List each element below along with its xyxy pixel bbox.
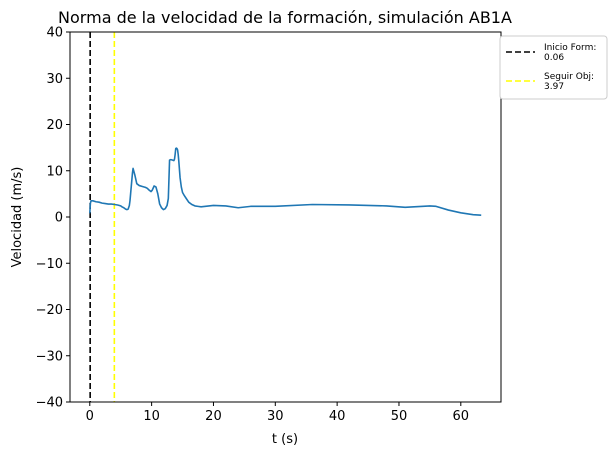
y-tick-label: −10 xyxy=(36,257,63,272)
x-tick-label: 40 xyxy=(329,409,346,424)
legend: Inicio Form: 0.06 Seguir Obj: 3.97 xyxy=(499,35,608,100)
y-tick-label: 20 xyxy=(46,118,63,133)
y-tick-label: −20 xyxy=(36,303,63,318)
y-tick-label: 10 xyxy=(46,164,63,179)
x-tick-label: 10 xyxy=(143,409,160,424)
y-tick-label: −30 xyxy=(36,349,63,364)
x-tick-label: 20 xyxy=(205,409,222,424)
plot-frame xyxy=(69,31,502,403)
x-tick-label: 60 xyxy=(453,409,470,424)
y-axis-label: Velocidad (m/s) xyxy=(10,167,25,268)
chart-title: Norma de la velocidad de la formación, s… xyxy=(58,8,512,27)
y-tick-label: −40 xyxy=(36,396,63,411)
y-tick-label: 40 xyxy=(46,26,63,41)
y-tick-label: 0 xyxy=(55,211,63,226)
y-tick-label: 30 xyxy=(46,72,63,87)
x-tick-label: 0 xyxy=(86,409,94,424)
legend-label: Seguir Obj: 3.97 xyxy=(544,72,594,92)
plot-area xyxy=(69,31,502,403)
legend-label: Inicio Form: 0.06 xyxy=(544,43,596,63)
x-tick-label: 50 xyxy=(391,409,408,424)
x-axis-label: t (s) xyxy=(272,432,298,447)
series-line-0 xyxy=(88,147,482,216)
x-tick-label: 30 xyxy=(267,409,284,424)
